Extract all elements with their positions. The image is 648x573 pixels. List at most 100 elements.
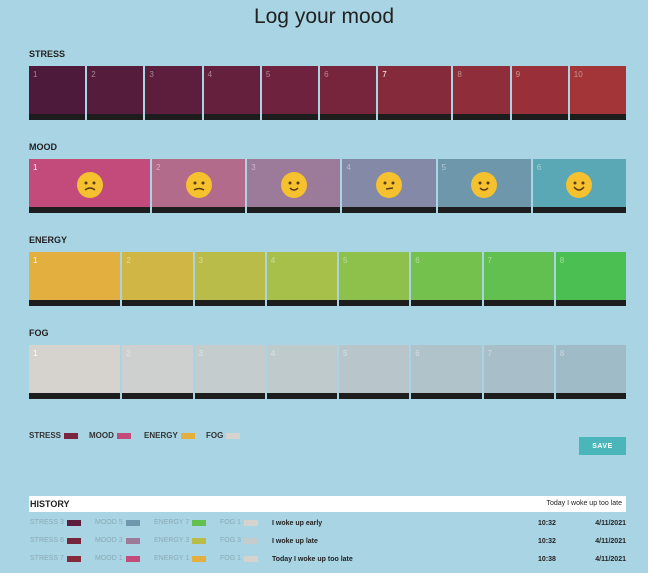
legend-item: MOOD — [89, 431, 131, 440]
cell-bar — [339, 300, 410, 306]
page-title: Log your mood — [253, 5, 395, 28]
tag-label: ENERGY 1 — [154, 555, 190, 562]
mood-cell[interactable]: 3 — [194, 252, 265, 300]
mood-cell[interactable]: 6 — [411, 345, 482, 393]
current-note: Today I woke up too late — [546, 500, 623, 507]
history-tag: ENERGY 3 — [154, 537, 207, 544]
mood-cell[interactable]: 4 — [342, 159, 436, 207]
mood-cell[interactable]: 3 — [247, 159, 341, 207]
tag-label: FOG 1 — [220, 555, 242, 562]
cell-number: 3 — [149, 70, 154, 79]
cell-bar — [339, 393, 410, 399]
mood-cell[interactable]: 8 — [555, 252, 626, 300]
mood-cell[interactable]: 3 — [194, 345, 265, 393]
cell-bar — [378, 114, 452, 120]
history-date: 4/11/2021 — [595, 520, 626, 527]
cell-bar — [411, 393, 482, 399]
mood-cell[interactable]: 5 — [339, 345, 410, 393]
emoji — [280, 172, 307, 198]
mood-cell[interactable]: 5 — [437, 159, 531, 207]
mood-cell[interactable]: 1 — [29, 252, 121, 300]
cell-bar — [29, 300, 121, 306]
emoji — [185, 172, 212, 198]
cell-bar — [483, 300, 554, 306]
history-tag: MOOD 3 — [95, 537, 140, 544]
tag-label: MOOD 1 — [95, 555, 123, 562]
mood-cell[interactable]: 8 — [453, 66, 510, 114]
mood-cell[interactable]: 5 — [339, 252, 410, 300]
mood-cell[interactable]: 10 — [569, 66, 626, 114]
cell-number: 6 — [536, 163, 542, 172]
tag-label: STRESS 3 — [30, 519, 64, 526]
cell-number: 9 — [515, 70, 521, 79]
cell-number: 7 — [487, 256, 492, 265]
tag-label: FOG 3 — [220, 537, 242, 544]
mood-cell[interactable]: 2 — [87, 66, 144, 114]
cell-number: 1 — [33, 163, 38, 172]
legend-label: STRESS — [29, 431, 62, 440]
mood-cell[interactable]: 2 — [122, 345, 193, 393]
cell-bar — [453, 114, 510, 120]
history-date: 4/11/2021 — [595, 538, 626, 545]
mood-cell[interactable]: 5 — [261, 66, 319, 114]
cell-number: 5 — [441, 163, 447, 172]
tag-swatch — [125, 537, 140, 544]
mood-cell[interactable]: 7 — [483, 345, 554, 393]
cell-bar — [87, 114, 144, 120]
tag-label: ENERGY 3 — [154, 537, 190, 544]
mood-cell[interactable]: 1 — [29, 66, 86, 114]
cell-bar — [194, 300, 265, 306]
cell-number: 7 — [487, 349, 492, 358]
history-tag: FOG 1 — [220, 519, 259, 526]
legend-swatch — [64, 432, 79, 439]
mood-cell[interactable]: 3 — [145, 66, 202, 114]
history-tag: FOG 3 — [220, 537, 259, 544]
tag-swatch — [244, 519, 259, 526]
mood-cell[interactable]: 7 — [483, 252, 554, 300]
history-tag: STRESS 3 — [30, 519, 81, 526]
cell-bar — [261, 114, 319, 120]
cell-bar — [411, 300, 482, 306]
cell-bar — [569, 114, 626, 120]
tag-swatch — [125, 519, 140, 526]
cell-number: 8 — [457, 70, 462, 79]
mood-cell[interactable]: 7 — [378, 66, 452, 114]
save-button[interactable]: SAVE — [579, 437, 626, 455]
mood-cell[interactable]: 1 — [29, 159, 151, 207]
mood-cell[interactable]: 9 — [511, 66, 568, 114]
legend-swatch — [226, 432, 241, 439]
mood-cell[interactable]: 6 — [320, 66, 377, 114]
cell-number: 2 — [126, 349, 131, 358]
tag-swatch — [244, 537, 259, 544]
legend-item: FOG — [206, 431, 241, 440]
mood-cell[interactable]: 1 — [29, 345, 121, 393]
cell-bar — [29, 393, 121, 399]
emoji — [376, 172, 403, 198]
mood-cell[interactable]: 4 — [266, 252, 338, 300]
mood-cell[interactable]: 8 — [555, 345, 626, 393]
mood-cell[interactable]: 4 — [203, 66, 260, 114]
tag-label: STRESS 6 — [30, 537, 64, 544]
mood-cell[interactable]: 2 — [122, 252, 193, 300]
history-note: I woke up early — [272, 520, 323, 527]
cell-bar — [145, 114, 202, 120]
legend-swatch — [180, 432, 195, 439]
history-tag: MOOD 1 — [95, 555, 140, 562]
section-label: ENERGY — [29, 235, 68, 245]
cell-bar — [266, 393, 338, 399]
emoji — [566, 172, 593, 198]
cell-bar — [437, 207, 531, 213]
legend-label: FOG — [206, 431, 224, 440]
tag-label: MOOD 5 — [95, 519, 123, 526]
mood-cell[interactable]: 4 — [266, 345, 338, 393]
history-tag: MOOD 5 — [95, 519, 140, 526]
cell-number: 6 — [415, 349, 420, 358]
mood-cell[interactable]: 6 — [532, 159, 626, 207]
mood-cell[interactable]: 2 — [152, 159, 246, 207]
cell-number: 4 — [207, 70, 213, 79]
cell-bar — [320, 114, 377, 120]
legend-item: ENERGY — [144, 431, 195, 440]
cell-number: 5 — [343, 256, 348, 265]
mood-cell[interactable]: 6 — [411, 252, 482, 300]
